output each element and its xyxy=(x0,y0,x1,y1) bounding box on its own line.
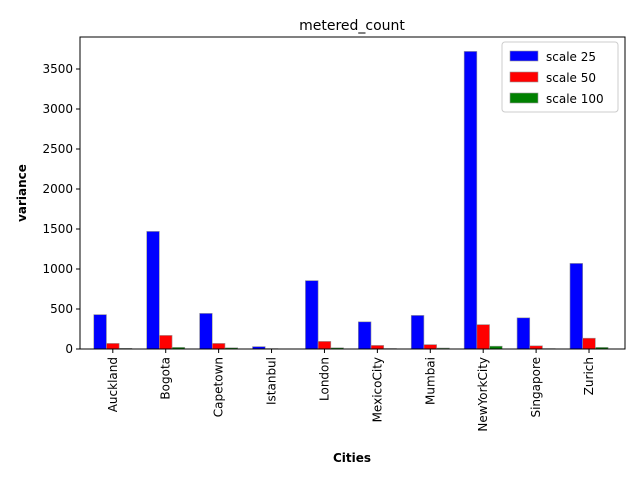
x-tick-label: Capetown xyxy=(212,357,226,417)
bar-auckland-series-2 xyxy=(106,343,119,349)
y-tick-label: 2500 xyxy=(42,142,73,156)
bar-capetown-series-2 xyxy=(212,343,225,349)
bar-mumbai-series-1 xyxy=(411,315,424,349)
legend: scale 25 scale 50 scale 100 xyxy=(502,42,618,112)
bar-bogota-series-2 xyxy=(159,335,172,349)
legend-label: scale 25 xyxy=(546,50,596,64)
y-tick-label: 2000 xyxy=(42,182,73,196)
bar-london-series-1 xyxy=(305,281,318,349)
bar-auckland-series-1 xyxy=(94,315,107,349)
y-tick-label: 1000 xyxy=(42,262,73,276)
x-tick-label: NewYorkCity xyxy=(476,357,490,432)
x-tick-label: Mumbai xyxy=(423,357,437,405)
x-axis-label: Cities xyxy=(333,451,371,465)
legend-swatch xyxy=(510,51,538,61)
bar-mexicocity-series-2 xyxy=(371,345,384,349)
x-tick-label: London xyxy=(317,357,331,401)
bar-zurich-series-1 xyxy=(570,263,583,349)
bar-bogota-series-1 xyxy=(147,231,160,349)
legend-label: scale 100 xyxy=(546,92,604,106)
x-tick-label: Auckland xyxy=(106,357,120,412)
x-tick-label: MexicoCity xyxy=(370,357,384,422)
x-tick-label: Istanbul xyxy=(265,357,279,405)
legend-swatch xyxy=(510,72,538,82)
y-tick-label: 3000 xyxy=(42,102,73,116)
x-tick-label: Singapore xyxy=(529,357,543,418)
bar-singapore-series-1 xyxy=(517,318,530,349)
x-tick-label: Bogota xyxy=(159,357,173,400)
legend-swatch xyxy=(510,93,538,103)
y-tick-label: 1500 xyxy=(42,222,73,236)
chart-title: metered_count xyxy=(299,18,405,34)
bar-newyorkcity-series-1 xyxy=(464,51,477,349)
bar-mexicocity-series-1 xyxy=(358,322,371,349)
y-tick-label: 500 xyxy=(50,302,73,316)
bar-london-series-2 xyxy=(318,341,331,349)
legend-label: scale 50 xyxy=(546,71,596,85)
x-tick-label: Zurich xyxy=(582,357,596,395)
bar-zurich-series-2 xyxy=(583,338,596,349)
y-tick-label: 0 xyxy=(65,342,73,356)
y-tick-label: 3500 xyxy=(42,62,73,76)
bar-capetown-series-1 xyxy=(200,313,213,349)
y-axis-label: variance xyxy=(15,164,29,222)
bar-newyorkcity-series-2 xyxy=(477,325,490,349)
bar-mumbai-series-2 xyxy=(424,345,437,349)
